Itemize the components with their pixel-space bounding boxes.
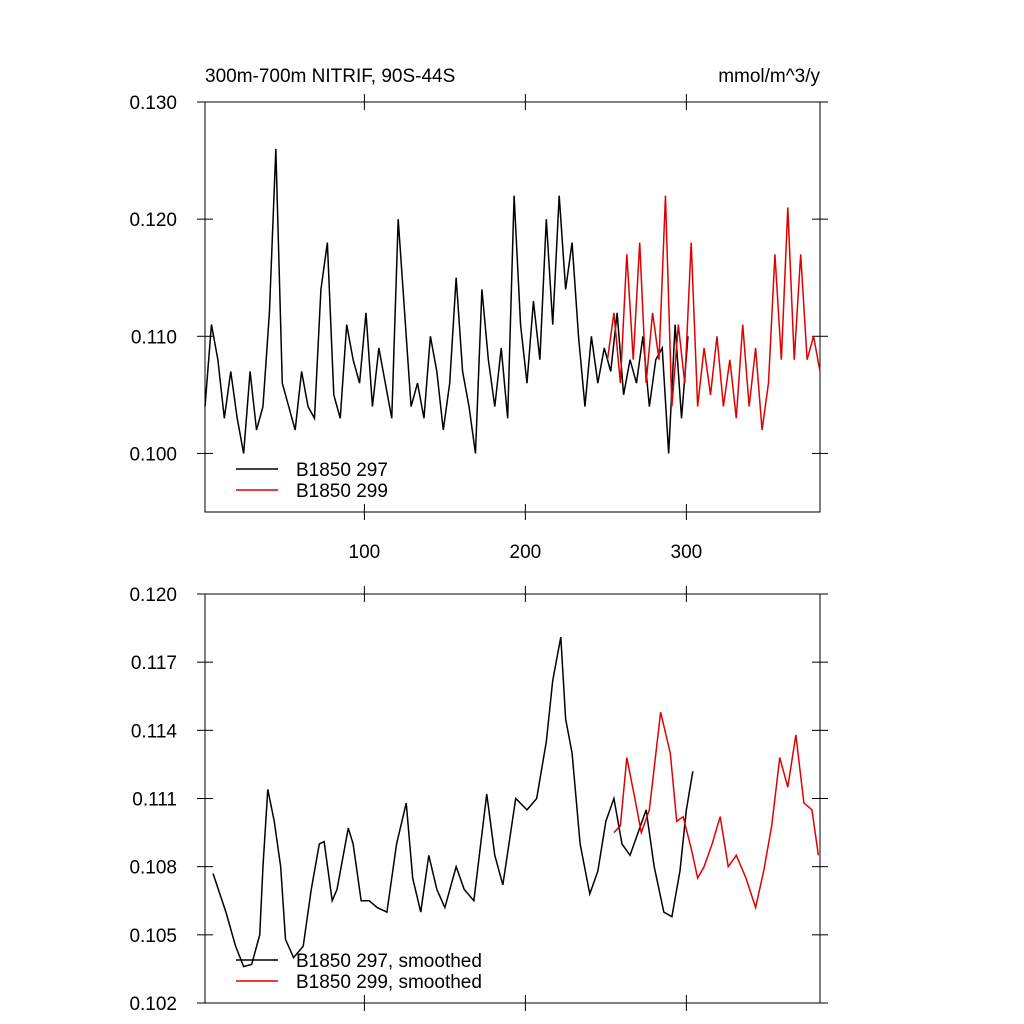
x-tick-label: 200 [510, 542, 542, 563]
y-tick-label: 0.114 [131, 721, 178, 742]
y-tick-label: 0.130 [129, 93, 177, 114]
y-tick-label: 0.110 [131, 327, 177, 348]
y-tick-label: 0.120 [129, 210, 177, 231]
legend-label: B1850 297 [296, 460, 388, 481]
chart-title: 300m-700m NITRIF, 90S-44S [205, 66, 455, 87]
y-tick-label: 0.111 [132, 790, 177, 811]
y-tick-label: 0.100 [129, 444, 177, 465]
y-tick-label: 0.120 [129, 585, 177, 606]
data-line [204, 148, 689, 454]
x-tick-label: 300 [671, 542, 703, 563]
legend-label: B1850 297, smoothed [296, 951, 482, 972]
y-tick-label: 0.102 [129, 994, 177, 1015]
y-tick-label: 0.108 [129, 858, 177, 879]
units-label: mmol/m^3/y [718, 66, 820, 87]
legend-label: B1850 299, smoothed [296, 972, 482, 993]
y-tick-label: 0.117 [131, 653, 177, 674]
plot-frame [204, 593, 821, 1004]
data-line [606, 195, 821, 431]
data-line [212, 637, 694, 968]
x-tick-label: 100 [349, 542, 381, 563]
y-tick-label: 0.105 [129, 926, 177, 947]
data-line [613, 711, 820, 911]
plot-frame [204, 101, 821, 513]
legend-label: B1850 299 [296, 481, 388, 502]
